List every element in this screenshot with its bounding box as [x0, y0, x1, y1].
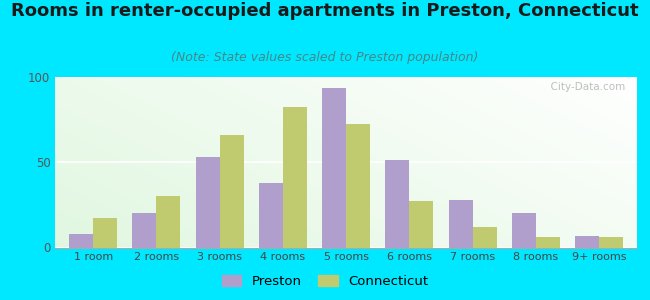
Bar	[259, 182, 283, 248]
Bar	[575, 236, 599, 247]
Bar	[473, 227, 497, 247]
Bar	[157, 196, 181, 248]
Bar	[385, 160, 410, 248]
Bar	[93, 218, 117, 248]
Bar	[69, 234, 93, 248]
Bar	[410, 201, 434, 248]
Bar	[448, 200, 473, 247]
Bar	[283, 107, 307, 248]
Bar	[133, 213, 157, 247]
Bar	[196, 157, 220, 248]
Bar	[512, 213, 536, 247]
Text: City-Data.com: City-Data.com	[544, 82, 625, 92]
Bar	[599, 237, 623, 248]
Legend: Preston, Connecticut: Preston, Connecticut	[216, 270, 434, 293]
Text: Rooms in renter-occupied apartments in Preston, Connecticut: Rooms in renter-occupied apartments in P…	[11, 2, 639, 20]
Bar	[220, 135, 244, 248]
Bar	[346, 124, 370, 248]
Bar	[322, 88, 346, 248]
Bar	[536, 237, 560, 248]
Text: (Note: State values scaled to Preston population): (Note: State values scaled to Preston po…	[172, 51, 478, 64]
